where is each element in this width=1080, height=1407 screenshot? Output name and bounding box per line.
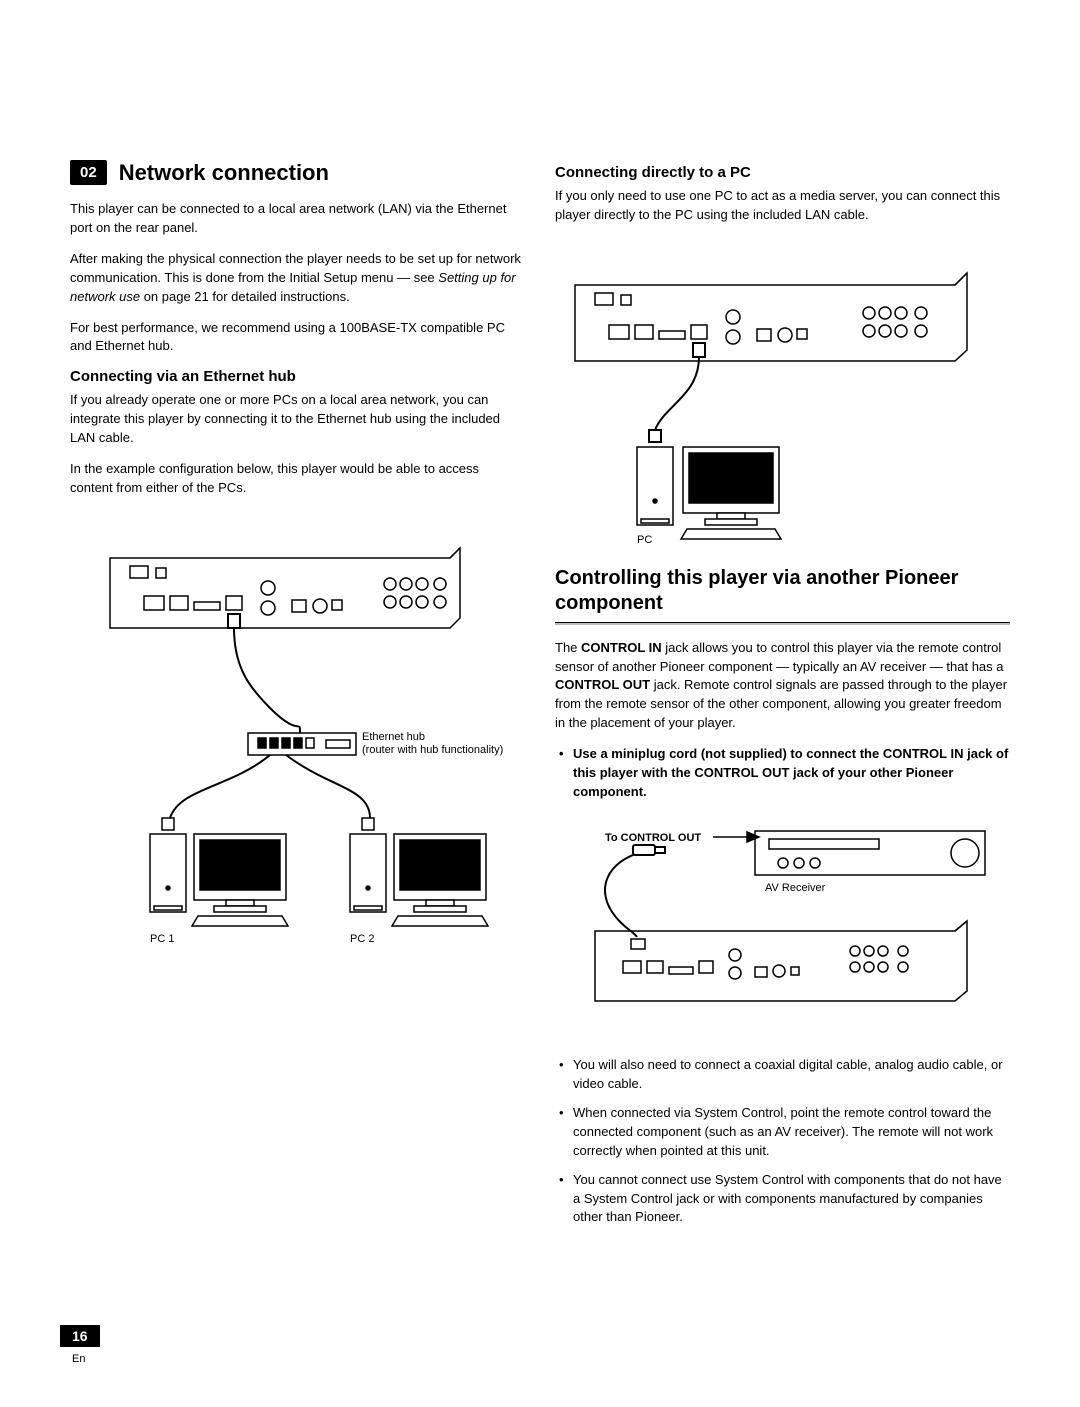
control-out-diagram: To CONTROL OUT AV Receiver [555,821,995,1031]
diagram-label: PC [637,534,652,545]
body-paragraph: If you already operate one or more PCs o… [70,391,525,448]
bullet-list: You will also need to connect a coaxial … [555,1056,1010,1227]
list-item: You will also need to connect a coaxial … [555,1056,1010,1094]
page-content: 02 Network connection This player can be… [70,160,1010,1237]
direct-pc-diagram: PC [555,245,995,545]
left-column: 02 Network connection This player can be… [70,160,525,1237]
heading-rule [555,622,1010,625]
text-span: The [555,640,581,655]
diagram-label: (router with hub functionality) [362,744,503,756]
diagram-label: PC 1 [150,933,174,945]
diagram-label: Ethernet hub [362,731,425,743]
chapter-number-badge: 02 [70,160,107,185]
diagram-label: To CONTROL OUT [605,832,701,844]
subsection-heading: Connecting via an Ethernet hub [70,368,525,385]
body-paragraph: The CONTROL IN jack allows you to contro… [555,639,1010,733]
body-paragraph: In the example configuration below, this… [70,460,525,498]
body-paragraph: For best performance, we recommend using… [70,319,525,357]
bold-bullet: Use a miniplug cord (not supplied) to co… [555,745,1010,802]
body-paragraph: If you only need to use one PC to act as… [555,187,1010,225]
chapter-heading-row: 02 Network connection [70,160,525,186]
text-span: on page 21 for detailed instructions. [140,289,350,304]
ethernet-hub-diagram: Ethernet hub (router with hub functional… [70,518,510,948]
diagram-label: AV Receiver [765,882,826,894]
section-title: Network connection [119,160,329,186]
body-paragraph: After making the physical connection the… [70,250,525,307]
list-item: When connected via System Control, point… [555,1104,1010,1161]
page-number-badge: 16 [60,1325,100,1347]
subsection-heading: Connecting directly to a PC [555,164,1010,181]
body-paragraph: This player can be connected to a local … [70,200,525,238]
language-label: En [72,1353,85,1365]
diagram-label: PC 2 [350,933,374,945]
text-bold: CONTROL IN [581,640,662,655]
section-title: Controlling this player via another Pion… [555,566,1010,616]
text-bold: CONTROL OUT [555,677,650,692]
right-column: Connecting directly to a PC If you only … [555,160,1010,1237]
list-item: You cannot connect use System Control wi… [555,1171,1010,1228]
